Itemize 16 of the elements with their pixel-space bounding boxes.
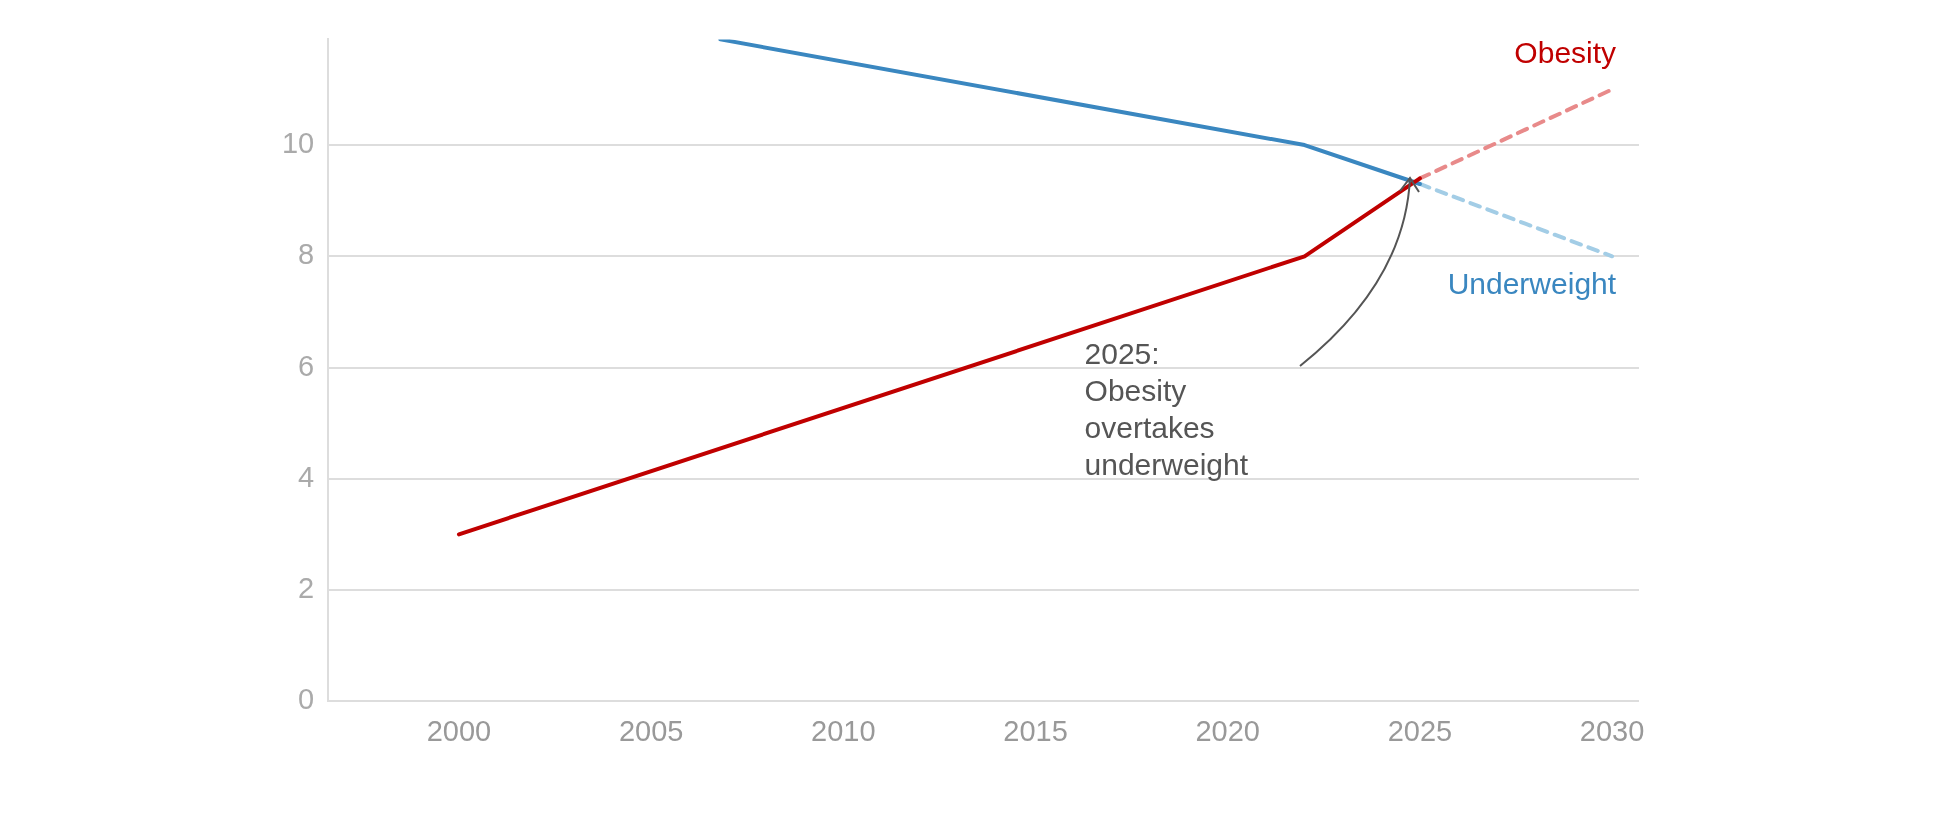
x-tick-label: 2005 [618,714,684,747]
y-tick-label: 8 [298,238,315,271]
y-tick-label: 0 [298,683,315,716]
y-tick-label: 4 [298,460,315,493]
x-tick-label: 2020 [1195,714,1260,747]
x-tick-label: 2000 [426,714,492,747]
y-tick-label: 2 [298,571,315,604]
x-tick-label: 2025 [1387,714,1453,747]
y-tick-label: 6 [298,349,315,382]
series-label: Obesity [1514,35,1617,69]
annotation: 2025: Obesity overtakes underweight [1084,336,1249,481]
series-label: Underweight [1447,266,1617,300]
y-tick-label: 10 [281,127,315,160]
x-tick-label: 2015 [1003,714,1068,747]
x-tick-label: 2010 [811,714,876,747]
x-tick-label: 2030 [1579,714,1645,747]
